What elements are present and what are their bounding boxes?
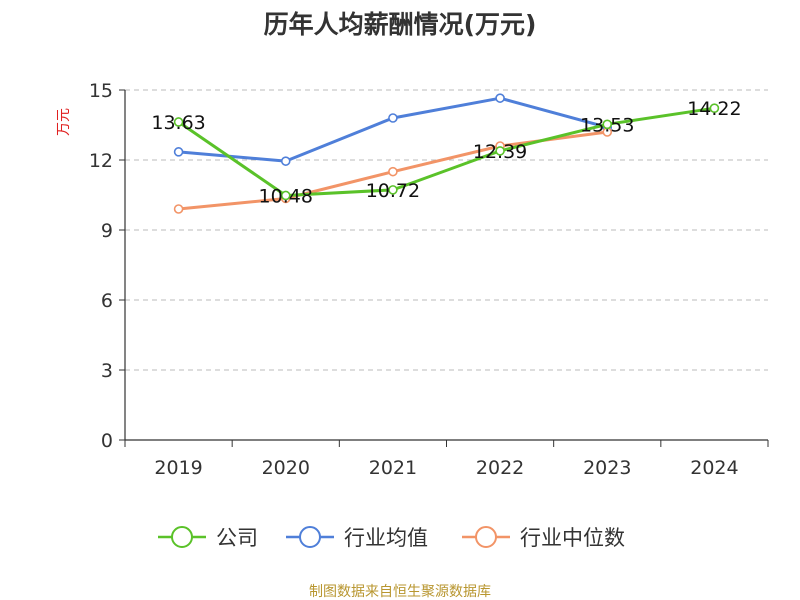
data-point bbox=[280, 156, 291, 166]
legend-label: 行业均值 bbox=[344, 526, 428, 550]
legend-item: 行业均值 bbox=[286, 526, 428, 550]
data-point bbox=[173, 117, 184, 127]
legend-marker bbox=[171, 526, 193, 548]
data-point bbox=[602, 119, 613, 130]
y-tick-label: 3 bbox=[101, 360, 113, 382]
grid-lines bbox=[125, 89, 768, 371]
x-tick-label: 2020 bbox=[262, 457, 310, 479]
legend-item: 行业中位数 bbox=[462, 526, 625, 550]
series-lines bbox=[173, 93, 720, 214]
x-tick-label: 2019 bbox=[154, 457, 202, 479]
data-point bbox=[173, 204, 184, 214]
data-label: 10.72 bbox=[366, 180, 420, 202]
data-label: 10.48 bbox=[259, 185, 313, 207]
data-point bbox=[388, 166, 398, 177]
y-tick-label: 12 bbox=[89, 150, 113, 172]
y-tick-label: 15 bbox=[89, 80, 113, 102]
data-point bbox=[709, 103, 720, 113]
series-line bbox=[177, 106, 715, 197]
y-axis-label: 万元 bbox=[56, 108, 72, 136]
chart-title: 历年人均薪酬情况(万元) bbox=[264, 10, 537, 39]
data-label: 13.63 bbox=[151, 112, 205, 134]
data-point bbox=[495, 93, 505, 103]
data-point bbox=[495, 146, 505, 156]
data-label: 13.53 bbox=[580, 114, 634, 136]
y-tick-label: 9 bbox=[101, 220, 113, 242]
series-line bbox=[178, 96, 608, 163]
y-tick-label: 6 bbox=[101, 290, 113, 312]
data-label: 12.39 bbox=[473, 141, 527, 163]
legend-label: 行业中位数 bbox=[520, 526, 625, 550]
x-tick-label: 2023 bbox=[583, 457, 631, 479]
data-label: 14.22 bbox=[687, 98, 741, 120]
axes: 0 3 6 9 12 15 2019 2020 2021 2022 2023 2024 bbox=[89, 80, 769, 479]
data-point bbox=[280, 190, 291, 201]
legend: 公司 行业均值 行业中位数 bbox=[158, 526, 625, 550]
data-point bbox=[388, 185, 398, 195]
series-0 bbox=[173, 103, 720, 201]
x-tick-label: 2021 bbox=[369, 457, 417, 479]
data-labels: 13.63 10.48 10.72 12.39 13.53 14.22 bbox=[151, 98, 741, 207]
source-note: 制图数据来自恒生聚源数据库 bbox=[309, 584, 491, 600]
x-tick-label: 2022 bbox=[476, 457, 524, 479]
legend-marker bbox=[475, 526, 497, 548]
legend-label: 公司 bbox=[216, 526, 258, 550]
series-1 bbox=[173, 93, 613, 166]
legend-marker bbox=[299, 526, 321, 548]
y-tick-label: 0 bbox=[101, 430, 113, 452]
data-point bbox=[388, 113, 398, 123]
data-point bbox=[173, 147, 184, 157]
legend-item: 公司 bbox=[158, 526, 258, 550]
x-tick-label: 2024 bbox=[690, 457, 738, 479]
